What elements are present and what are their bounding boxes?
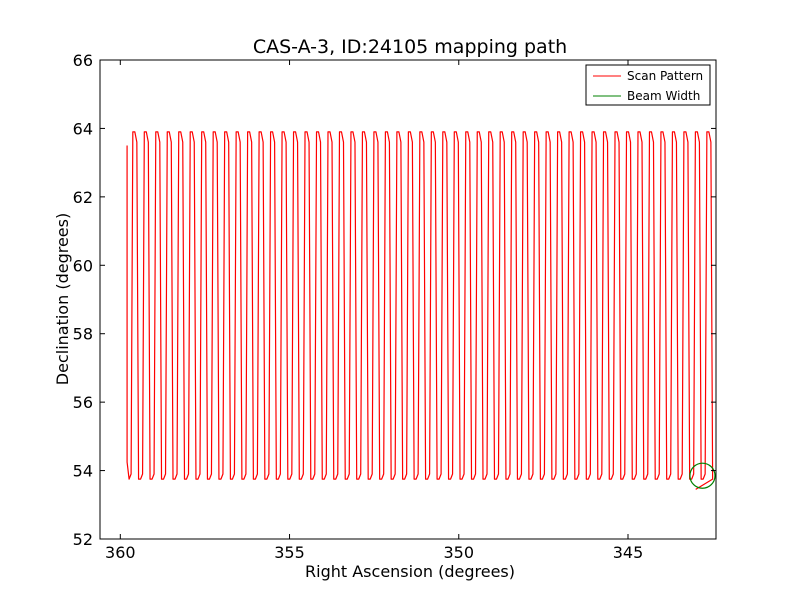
beam-width-circle: [689, 462, 716, 489]
y-tick-label: 66: [73, 51, 93, 70]
x-axis-label: Right Ascension (degrees): [305, 562, 515, 581]
legend: Scan Pattern Beam Width: [585, 64, 711, 106]
x-tick-label: 360: [105, 543, 136, 562]
y-tick-label: 58: [73, 325, 93, 344]
x-tick-label: 350: [443, 543, 474, 562]
y-tick-label: 64: [73, 119, 93, 138]
scan-pattern-line: [126, 131, 714, 490]
x-tick-label: 345: [613, 543, 644, 562]
legend-label-scan-pattern: Scan Pattern: [627, 69, 703, 83]
legend-box: [585, 64, 711, 106]
y-axis-label: Declination (degrees): [53, 213, 72, 385]
plot-frame: [99, 59, 717, 540]
x-axis-ticks: 360 355 350 345: [105, 60, 643, 562]
y-tick-label: 60: [73, 256, 93, 275]
y-axis-ticks: 52 54 56 58 60 62 64 66: [73, 51, 716, 549]
y-tick-label: 54: [73, 462, 93, 481]
y-tick-label: 52: [73, 530, 93, 549]
legend-label-beam-width: Beam Width: [627, 89, 700, 103]
y-tick-label: 62: [73, 188, 93, 207]
plot-data-layer: [126, 131, 716, 490]
chart-title: CAS-A-3, ID:24105 mapping path: [253, 36, 567, 58]
x-tick-label: 355: [274, 543, 305, 562]
y-tick-label: 56: [73, 393, 93, 412]
